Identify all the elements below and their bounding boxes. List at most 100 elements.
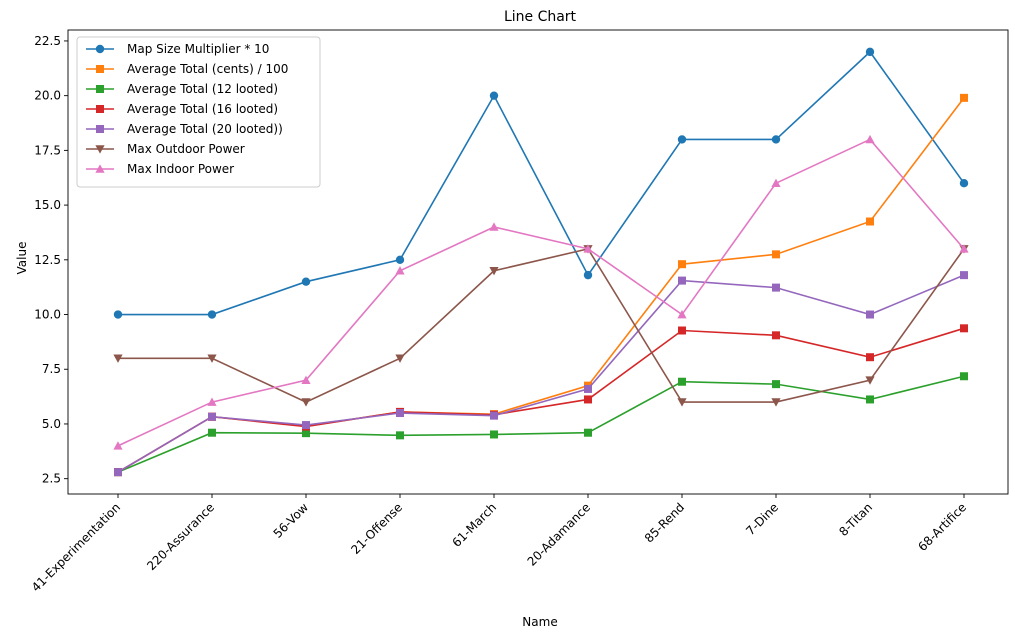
legend-marker [96,125,104,133]
x-tick-label: 8-Titan [836,500,875,539]
data-point [866,395,874,404]
data-point [959,244,969,253]
legend-entry: Average Total (20 looted)) [86,122,283,136]
x-tick-label: 7-Dine [743,500,781,538]
legend-box [76,36,321,188]
legend-entry: Average Total (cents) / 100 [86,62,288,76]
data-point [866,217,874,226]
legend-marker [95,145,105,154]
legend-marker [95,164,105,173]
legend-label: Average Total (12 looted) [127,82,278,96]
data-point [771,135,781,144]
data-point [678,377,686,386]
x-tick-label: 21-Offense [348,500,405,557]
data-point [208,428,216,437]
y-tick-label: 15.0 [34,198,61,212]
x-tick-label: 68-Artifice [915,500,969,554]
data-point [678,276,686,285]
legend-label: Average Total (cents) / 100 [127,62,288,76]
legend-marker [96,65,104,73]
data-point [583,270,593,280]
data-point [771,398,781,407]
data-point [959,179,969,188]
data-point [960,93,968,102]
data-point [772,331,780,340]
x-tick-label: 85-Rend [642,500,687,545]
data-point [960,271,968,280]
series-line [117,138,965,447]
data-point [113,441,123,450]
y-tick-label: 7.5 [42,362,61,376]
legend-label: Average Total (16 looted) [127,102,278,116]
legend-label: Max Outdoor Power [127,142,245,156]
plot-frame [67,29,1009,495]
y-axis-label: Value [15,242,29,275]
legend: Map Size Multiplier * 10 Average Total (c… [76,36,321,188]
chart-title: Line Chart [504,9,577,25]
data-point [677,398,687,407]
data-point [489,222,499,231]
data-point [395,255,405,265]
data-point [771,178,781,188]
data-point [301,398,311,407]
y-tick-label: 22.5 [34,34,61,48]
data-point [113,354,123,363]
data-point [772,380,780,389]
data-point [489,91,499,100]
data-point [678,260,686,269]
data-point [302,429,310,438]
series-7 [113,134,969,450]
data-point [865,376,875,385]
series-6 [113,245,969,407]
legend-marker [95,44,105,54]
data-point [301,375,311,384]
data-point [584,428,592,437]
legend-marker [96,85,104,93]
legend-entry: Max Indoor Power [86,162,234,176]
data-point [395,354,405,363]
x-tick-label: 220-Assurance [144,500,217,573]
data-point [584,384,592,393]
x-axis-label: Name [522,615,557,629]
y-tick-label: 17.5 [34,143,61,157]
x-tick-label: 20-Adamance [525,500,594,569]
data-point [395,266,405,275]
x-tick-label: 61-March [449,500,499,550]
data-point [490,430,498,439]
data-point [866,353,874,362]
data-point [207,397,217,406]
y-tick-label: 12.5 [34,253,61,267]
data-point [489,266,499,276]
legend-entry: Map Size Multiplier * 10 [86,42,269,56]
data-point [207,310,217,319]
legend-label: Average Total (20 looted)) [127,122,283,136]
x-tick-label: 41-Experimentation [29,500,123,594]
data-point [960,372,968,381]
data-point [208,412,216,421]
data-point [677,135,687,144]
legend-label: Map Size Multiplier * 10 [127,42,269,56]
legend-entry: Max Outdoor Power [86,142,245,156]
x-tick-label: 56-Vow [271,500,312,541]
series-1 [113,47,969,319]
data-point [678,326,686,335]
data-point [396,409,404,418]
data-point [396,431,404,440]
data-point [772,250,780,259]
legend-label: Max Indoor Power [127,162,234,176]
data-point [302,421,310,430]
series-line [117,274,965,473]
data-point [583,244,593,253]
legend-marker [96,105,104,113]
series-line [117,375,965,473]
data-point [584,395,592,404]
y-tick-label: 5.0 [42,417,61,431]
y-tick-label: 20.0 [34,89,61,103]
data-point [865,47,875,57]
data-point [113,310,123,319]
y-tick-label: 10.0 [34,308,61,322]
data-point [114,468,122,477]
data-point [866,310,874,319]
